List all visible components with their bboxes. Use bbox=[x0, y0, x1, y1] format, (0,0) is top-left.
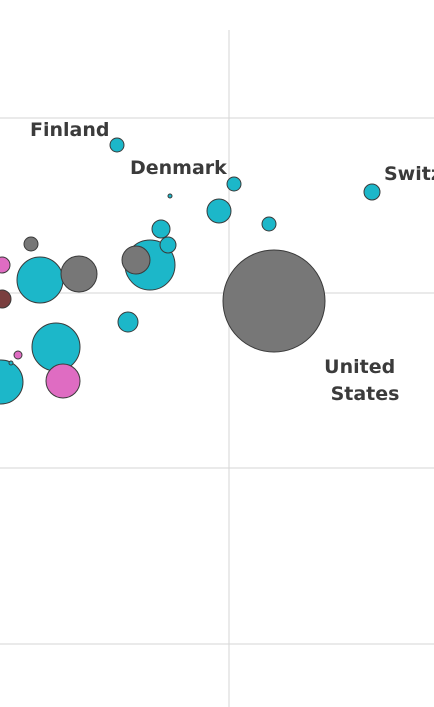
bubble-finland bbox=[109, 137, 125, 153]
label-switzerland: Switz bbox=[384, 163, 434, 185]
bubble-united-states bbox=[222, 249, 326, 353]
bubble-point-8 bbox=[206, 198, 232, 224]
bubble-point-18 bbox=[23, 236, 39, 252]
bubble-point-19 bbox=[13, 350, 23, 360]
bubble-point-9 bbox=[117, 311, 139, 333]
bubble-point-10 bbox=[151, 219, 171, 239]
bubble-point-4 bbox=[0, 359, 24, 405]
bubble-point-7 bbox=[121, 245, 151, 275]
bubble-point-11 bbox=[0, 289, 12, 309]
bubble-point-3 bbox=[16, 256, 64, 304]
bubble-point-6 bbox=[45, 363, 81, 399]
bubble-point-21 bbox=[8, 360, 14, 366]
bubble-point-20 bbox=[167, 193, 173, 199]
label-united-states: United States bbox=[324, 356, 402, 405]
gridlines bbox=[0, 30, 434, 707]
bubble-point-17 bbox=[261, 216, 277, 232]
bubble-point-5 bbox=[60, 255, 98, 293]
country-labels: Finland Denmark Switz United States bbox=[30, 119, 434, 405]
bubble-point-13 bbox=[159, 236, 177, 254]
label-denmark: Denmark bbox=[130, 157, 227, 179]
label-finland: Finland bbox=[30, 119, 109, 141]
bubble-denmark bbox=[226, 176, 242, 192]
bubble-point-2 bbox=[31, 322, 81, 372]
bubble-point-14 bbox=[0, 256, 11, 274]
bubbles bbox=[0, 137, 381, 405]
bubble-switz bbox=[363, 183, 381, 201]
